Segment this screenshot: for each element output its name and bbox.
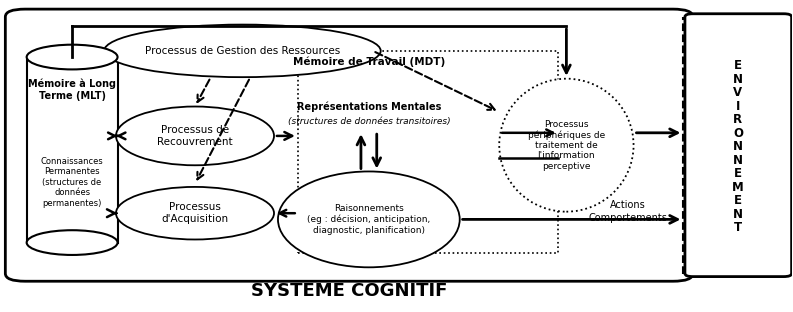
Text: Processus
périphériques de
traitement de
l'information
perceptive: Processus périphériques de traitement de… (528, 119, 605, 171)
Text: Raisonnements
(eg : décision, anticipation,
diagnostic, planification): Raisonnements (eg : décision, anticipati… (307, 204, 431, 235)
Text: SYSTEME COGNITIF: SYSTEME COGNITIF (251, 281, 447, 300)
Text: Processus de
Recouvrement: Processus de Recouvrement (157, 125, 233, 147)
Ellipse shape (278, 172, 460, 267)
FancyBboxPatch shape (6, 9, 693, 281)
Text: Représentations Mentales: Représentations Mentales (297, 101, 441, 112)
Bar (27, 57, 117, 243)
Text: (structures de données transitoires): (structures de données transitoires) (288, 118, 450, 126)
Text: Actions: Actions (610, 201, 646, 211)
Text: Processus de Gestion des Ressources: Processus de Gestion des Ressources (145, 46, 340, 56)
Ellipse shape (500, 79, 634, 212)
FancyBboxPatch shape (685, 14, 791, 277)
Text: Comportements: Comportements (588, 213, 668, 223)
Text: Processus
d'Acquisition: Processus d'Acquisition (162, 202, 228, 224)
Ellipse shape (27, 230, 117, 255)
Text: Connaissances
Permanentes
(structures de
données
permanentes): Connaissances Permanentes (structures de… (40, 157, 104, 207)
Text: Mémoire à Long
Terme (MLT): Mémoire à Long Terme (MLT) (28, 78, 116, 100)
Ellipse shape (104, 25, 381, 77)
Ellipse shape (116, 106, 274, 165)
Text: E
N
V
I
R
O
N
N
E
M
E
N
T: E N V I R O N N E M E N T (732, 59, 744, 234)
Ellipse shape (27, 45, 117, 69)
Ellipse shape (116, 187, 274, 240)
FancyBboxPatch shape (297, 51, 558, 253)
Text: Mémoire de Travail (MDT): Mémoire de Travail (MDT) (293, 56, 445, 67)
